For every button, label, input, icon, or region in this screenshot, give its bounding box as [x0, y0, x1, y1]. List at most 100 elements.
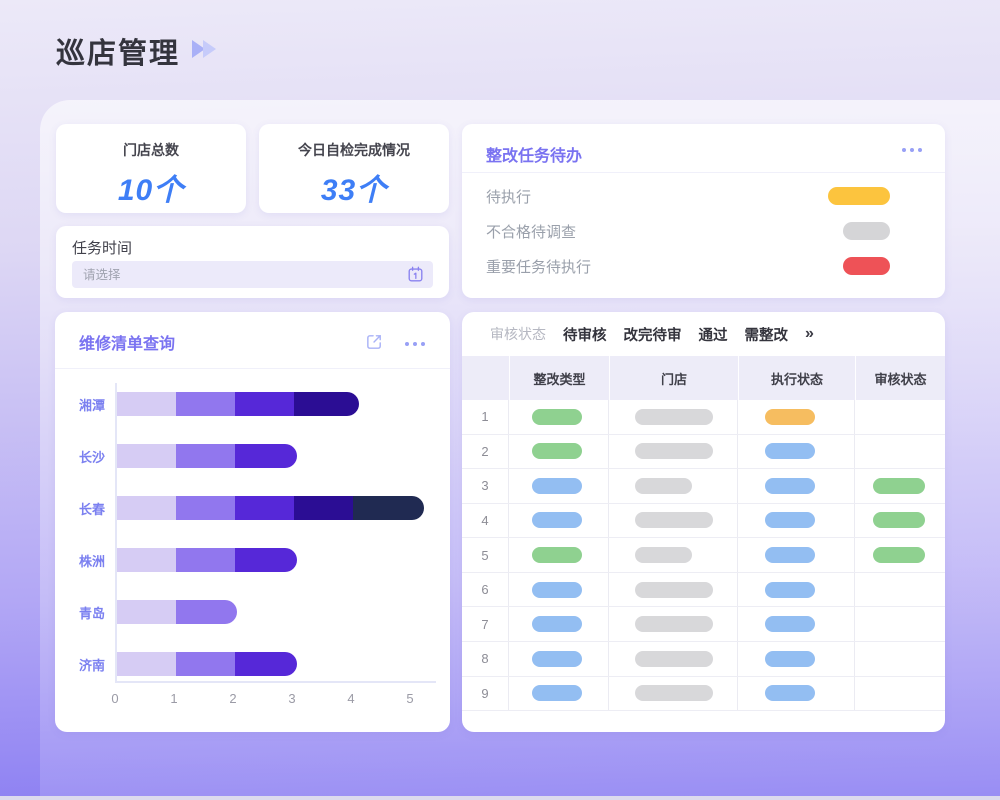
filter-tab[interactable]: 通过 [698, 327, 728, 344]
stacked-bar [117, 444, 297, 468]
table-row[interactable]: 6 [462, 572, 945, 608]
x-axis-tick-label: 3 [288, 691, 296, 706]
table-row[interactable]: 7 [462, 607, 945, 642]
store-cell [609, 503, 738, 538]
triangle-icon [192, 39, 206, 58]
todo-panel: 整改任务待办 待执行 不合格待调查 重要任务待执行 [462, 124, 945, 298]
x-axis-tick-label: 1 [170, 691, 178, 706]
table-row[interactable]: 3 [462, 469, 945, 504]
table-row[interactable]: 9 [462, 676, 945, 712]
bar-segment [117, 548, 176, 572]
exec-status-cell [738, 607, 855, 641]
filter-tab[interactable]: 需整改 [744, 327, 789, 344]
share-export-icon[interactable] [365, 332, 384, 356]
bar-segment [176, 496, 235, 520]
stacked-bar [117, 548, 297, 572]
exec-status-cell [738, 572, 855, 607]
filter-label: 审核状态 [490, 326, 546, 342]
status-pill [532, 547, 582, 564]
bar-segment [176, 652, 235, 676]
row-number: 6 [462, 572, 509, 607]
store-cell [609, 434, 738, 469]
status-pill [873, 512, 925, 529]
todo-count-pill [828, 187, 890, 205]
table-row[interactable]: 1 [462, 400, 945, 435]
forward-arrows-icon [192, 39, 217, 63]
table-row[interactable]: 4 [462, 503, 945, 539]
date-picker-input[interactable] [72, 267, 407, 282]
rectify-type-cell [509, 572, 609, 607]
bar-segment [117, 496, 176, 520]
row-number: 9 [462, 676, 509, 711]
dashboard-container: 门店总数 10个 今日自检完成情况 33个 任务时间 整改任务待办 待执行不合格… [40, 100, 1000, 796]
row-number: 2 [462, 434, 509, 469]
bar-segment [294, 392, 359, 416]
filter-tab[interactable]: 待审核 [563, 327, 607, 344]
row-number: 1 [462, 400, 509, 434]
repair-list-panel: 维修清单查询 湘潭 长沙 长春 株洲 青岛 济南 0 1 2 3 4 5 [55, 312, 450, 732]
todo-item[interactable]: 重要任务待执行 [486, 256, 890, 276]
review-status-cell [855, 677, 945, 711]
stat-value: 10个 [117, 174, 185, 207]
category-label: 株洲 [78, 554, 105, 569]
rectify-type-cell [509, 607, 609, 641]
stat-card-self-check: 今日自检完成情况 33个 [259, 124, 449, 213]
status-pill [873, 547, 925, 564]
rectify-type-cell [509, 503, 609, 538]
bar-segment [235, 496, 294, 520]
task-time-card: 任务时间 [56, 226, 449, 298]
store-cell [609, 676, 738, 711]
status-pill [532, 408, 582, 425]
table-column-header: 执行状态 [738, 356, 855, 400]
table-column-header: 审核状态 [855, 356, 945, 400]
category-label: 湘潭 [78, 398, 105, 413]
todo-item[interactable]: 待执行 [486, 186, 890, 206]
x-axis-tick-label: 5 [406, 691, 414, 706]
store-cell [609, 400, 738, 434]
more-tabs-button[interactable]: » [805, 325, 814, 342]
ellipsis-menu-icon[interactable] [898, 148, 922, 152]
status-pill [532, 581, 582, 598]
row-number: 7 [462, 607, 509, 641]
stat-value: 33个 [320, 174, 388, 207]
status-pill [765, 547, 815, 564]
divider [55, 368, 450, 369]
todo-count-pill [843, 257, 890, 275]
table-row[interactable]: 2 [462, 434, 945, 470]
bar-segment [235, 444, 297, 468]
stat-label: 门店总数 [123, 142, 179, 158]
status-pill [635, 443, 713, 460]
table-column-header [462, 356, 509, 400]
table-row[interactable]: 5 [462, 538, 945, 573]
exec-status-cell [738, 400, 855, 434]
ellipsis-menu-icon[interactable] [401, 342, 425, 346]
store-cell [609, 641, 738, 676]
date-picker[interactable] [72, 261, 433, 288]
status-pill [532, 477, 582, 494]
rectify-type-cell [509, 676, 609, 711]
review-status-cell [855, 607, 945, 641]
exec-status-cell [738, 676, 855, 711]
todo-item[interactable]: 不合格待调查 [486, 221, 890, 241]
bar-segment [235, 392, 294, 416]
filter-tab[interactable]: 改完待审 [623, 327, 682, 344]
x-axis-tick-label: 0 [111, 691, 119, 706]
table-row[interactable]: 8 [462, 641, 945, 677]
bar-segment [235, 548, 297, 572]
status-pill [532, 650, 582, 667]
status-pill [635, 512, 713, 529]
status-pill [635, 408, 713, 425]
review-status-cell [855, 538, 945, 572]
calendar-icon[interactable] [407, 266, 424, 283]
task-time-label: 任务时间 [72, 240, 133, 257]
status-pill [635, 547, 692, 564]
todo-count-pill [843, 222, 890, 240]
repair-panel-title: 维修清单查询 [79, 336, 176, 353]
x-axis-tick-label: 4 [347, 691, 355, 706]
review-status-cell [855, 469, 945, 503]
store-cell [609, 572, 738, 607]
rectify-type-cell [509, 434, 609, 469]
category-label: 青岛 [78, 606, 105, 621]
status-pill [635, 581, 713, 598]
